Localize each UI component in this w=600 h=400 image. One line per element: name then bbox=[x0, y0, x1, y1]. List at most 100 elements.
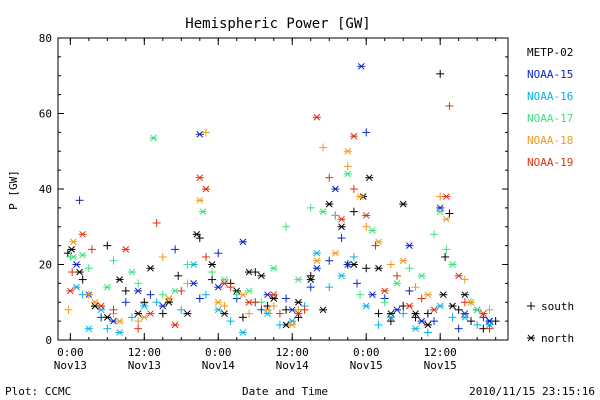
south-point bbox=[134, 279, 143, 288]
chart-title: Hemispheric Power [GW] bbox=[185, 16, 370, 32]
north-point bbox=[442, 215, 451, 223]
star-stroke bbox=[171, 321, 179, 329]
north-point bbox=[67, 246, 76, 253]
star-stroke bbox=[239, 238, 247, 246]
star-stroke bbox=[79, 230, 87, 238]
south-point bbox=[195, 294, 204, 303]
star-stroke bbox=[313, 113, 321, 121]
star-stroke bbox=[70, 253, 77, 261]
north-point bbox=[399, 257, 408, 265]
south-point bbox=[423, 309, 432, 318]
x-tick-date-label: Nov14 bbox=[276, 359, 309, 372]
star-stroke bbox=[461, 313, 469, 321]
star-stroke bbox=[134, 310, 142, 317]
north-point bbox=[337, 223, 346, 231]
south-point bbox=[467, 317, 476, 326]
north-point bbox=[405, 302, 414, 310]
north-point bbox=[362, 302, 371, 310]
star-stroke bbox=[122, 246, 130, 253]
star-stroke bbox=[350, 132, 358, 140]
star-stroke bbox=[430, 306, 438, 314]
star-stroke bbox=[439, 291, 447, 299]
south-point bbox=[325, 256, 334, 265]
y-tick-label: 20 bbox=[39, 259, 52, 272]
south-point bbox=[386, 317, 395, 326]
north-point bbox=[442, 193, 451, 200]
south-point bbox=[177, 305, 186, 314]
star-stroke bbox=[264, 291, 271, 299]
south-point bbox=[436, 69, 445, 78]
north-point bbox=[257, 272, 266, 280]
star-stroke bbox=[443, 215, 450, 223]
star-stroke bbox=[103, 313, 111, 321]
south-point bbox=[445, 101, 454, 110]
star-stroke bbox=[295, 298, 302, 306]
north-point bbox=[343, 170, 352, 178]
legend-entry: NOAA-16 bbox=[527, 90, 573, 103]
star-stroke bbox=[332, 185, 339, 193]
north-point bbox=[245, 298, 254, 306]
star-stroke bbox=[66, 287, 74, 295]
north-point bbox=[331, 249, 340, 257]
north-point bbox=[195, 130, 204, 138]
star-stroke bbox=[332, 249, 339, 257]
star-stroke bbox=[449, 261, 456, 268]
star-stroke bbox=[214, 306, 222, 314]
north-point bbox=[485, 317, 494, 325]
legend-entry: NOAA-19 bbox=[527, 156, 573, 169]
south-point bbox=[319, 143, 328, 152]
legend-entry: NOAA-15 bbox=[527, 68, 573, 81]
star-stroke bbox=[295, 310, 302, 317]
south-point bbox=[238, 313, 247, 322]
star-stroke bbox=[165, 295, 173, 302]
south-point bbox=[362, 128, 371, 137]
south-point bbox=[158, 309, 167, 318]
south-point bbox=[294, 313, 303, 322]
star-stroke bbox=[387, 313, 395, 321]
south-point bbox=[158, 252, 167, 261]
star-stroke bbox=[319, 208, 327, 216]
south-point bbox=[97, 313, 106, 322]
north-point bbox=[164, 295, 173, 302]
south-point bbox=[134, 324, 143, 333]
north-point bbox=[115, 329, 124, 336]
star-stroke bbox=[140, 313, 148, 321]
south-point bbox=[430, 317, 439, 326]
star-stroke bbox=[418, 317, 426, 325]
south-point bbox=[68, 268, 77, 277]
star-stroke bbox=[134, 287, 142, 295]
north-point bbox=[121, 246, 130, 253]
marker-legend-north: north bbox=[527, 332, 574, 345]
north-point bbox=[380, 287, 389, 295]
north-point bbox=[69, 238, 78, 246]
north-point bbox=[423, 291, 432, 299]
south-point bbox=[109, 305, 118, 314]
south-point bbox=[473, 320, 482, 329]
north-point bbox=[294, 310, 303, 317]
north-point bbox=[238, 291, 247, 299]
star-stroke bbox=[313, 249, 321, 257]
star-stroke bbox=[190, 280, 197, 287]
north-point bbox=[331, 185, 340, 193]
south-point bbox=[275, 320, 284, 329]
south-point bbox=[201, 252, 210, 261]
x-tick-date-label: Nov14 bbox=[202, 359, 235, 372]
x-tick-date-label: Nov15 bbox=[350, 359, 383, 372]
south-point bbox=[325, 283, 334, 292]
south-point bbox=[127, 313, 136, 322]
x-tick-time-label: 0:00 bbox=[205, 346, 232, 359]
north-point bbox=[146, 310, 155, 317]
south-point bbox=[386, 260, 395, 269]
star-stroke bbox=[264, 306, 271, 314]
south-point bbox=[75, 196, 84, 205]
south-point bbox=[134, 317, 143, 326]
north-point bbox=[192, 230, 201, 238]
north-point bbox=[103, 283, 112, 291]
star-stroke bbox=[85, 325, 93, 333]
south-point bbox=[306, 283, 315, 292]
star-stroke bbox=[97, 302, 105, 310]
north-point bbox=[263, 306, 272, 314]
north-point bbox=[417, 272, 426, 280]
star-stroke bbox=[116, 276, 123, 283]
south-point bbox=[220, 302, 229, 311]
